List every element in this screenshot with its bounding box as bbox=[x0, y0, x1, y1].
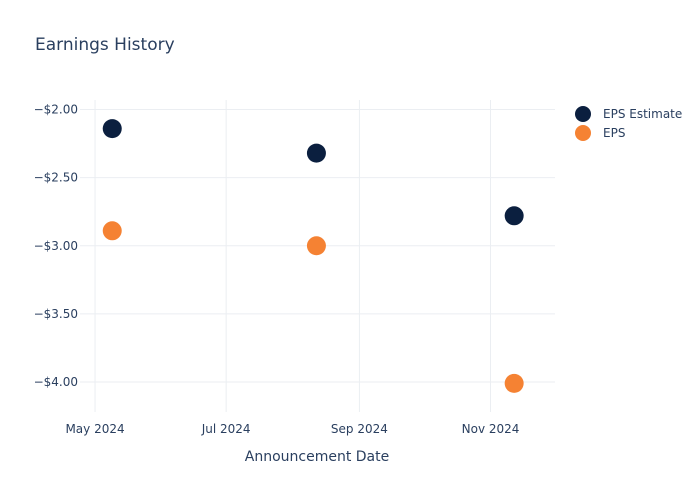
eps-point[interactable] bbox=[306, 236, 326, 256]
legend[interactable]: EPS Estimate EPS bbox=[575, 106, 682, 141]
x-tick-label: Sep 2024 bbox=[331, 422, 388, 436]
chart-title: Earnings History bbox=[35, 35, 175, 55]
y-tick-label: −$3.00 bbox=[34, 239, 78, 253]
grid-layer bbox=[80, 100, 555, 412]
eps-estimate-point[interactable] bbox=[306, 143, 326, 163]
legend-label: EPS bbox=[603, 126, 625, 140]
eps-estimate-point[interactable] bbox=[102, 119, 122, 139]
x-tick-label: Jul 2024 bbox=[201, 422, 251, 436]
y-tick-label: −$3.50 bbox=[34, 307, 78, 321]
legend-marker-icon bbox=[575, 106, 591, 122]
tick-layer: −$2.00 −$2.50 −$3.00 −$3.50 −$4.00 May 2024 Ju… bbox=[34, 103, 520, 436]
x-tick-label: May 2024 bbox=[65, 422, 124, 436]
x-tick-label: Nov 2024 bbox=[462, 422, 520, 436]
legend-marker-icon bbox=[575, 125, 591, 141]
y-tick-label: −$2.00 bbox=[34, 103, 78, 117]
points-layer bbox=[102, 119, 524, 393]
x-axis-title: Announcement Date bbox=[245, 449, 389, 465]
eps-point[interactable] bbox=[504, 373, 524, 393]
legend-item[interactable]: EPS bbox=[575, 125, 625, 141]
y-tick-label: −$2.50 bbox=[34, 171, 78, 185]
legend-item[interactable]: EPS Estimate bbox=[575, 106, 682, 122]
eps-point[interactable] bbox=[102, 221, 122, 241]
y-tick-label: −$4.00 bbox=[34, 375, 78, 389]
legend-label: EPS Estimate bbox=[603, 107, 682, 121]
eps-estimate-point[interactable] bbox=[504, 206, 524, 226]
